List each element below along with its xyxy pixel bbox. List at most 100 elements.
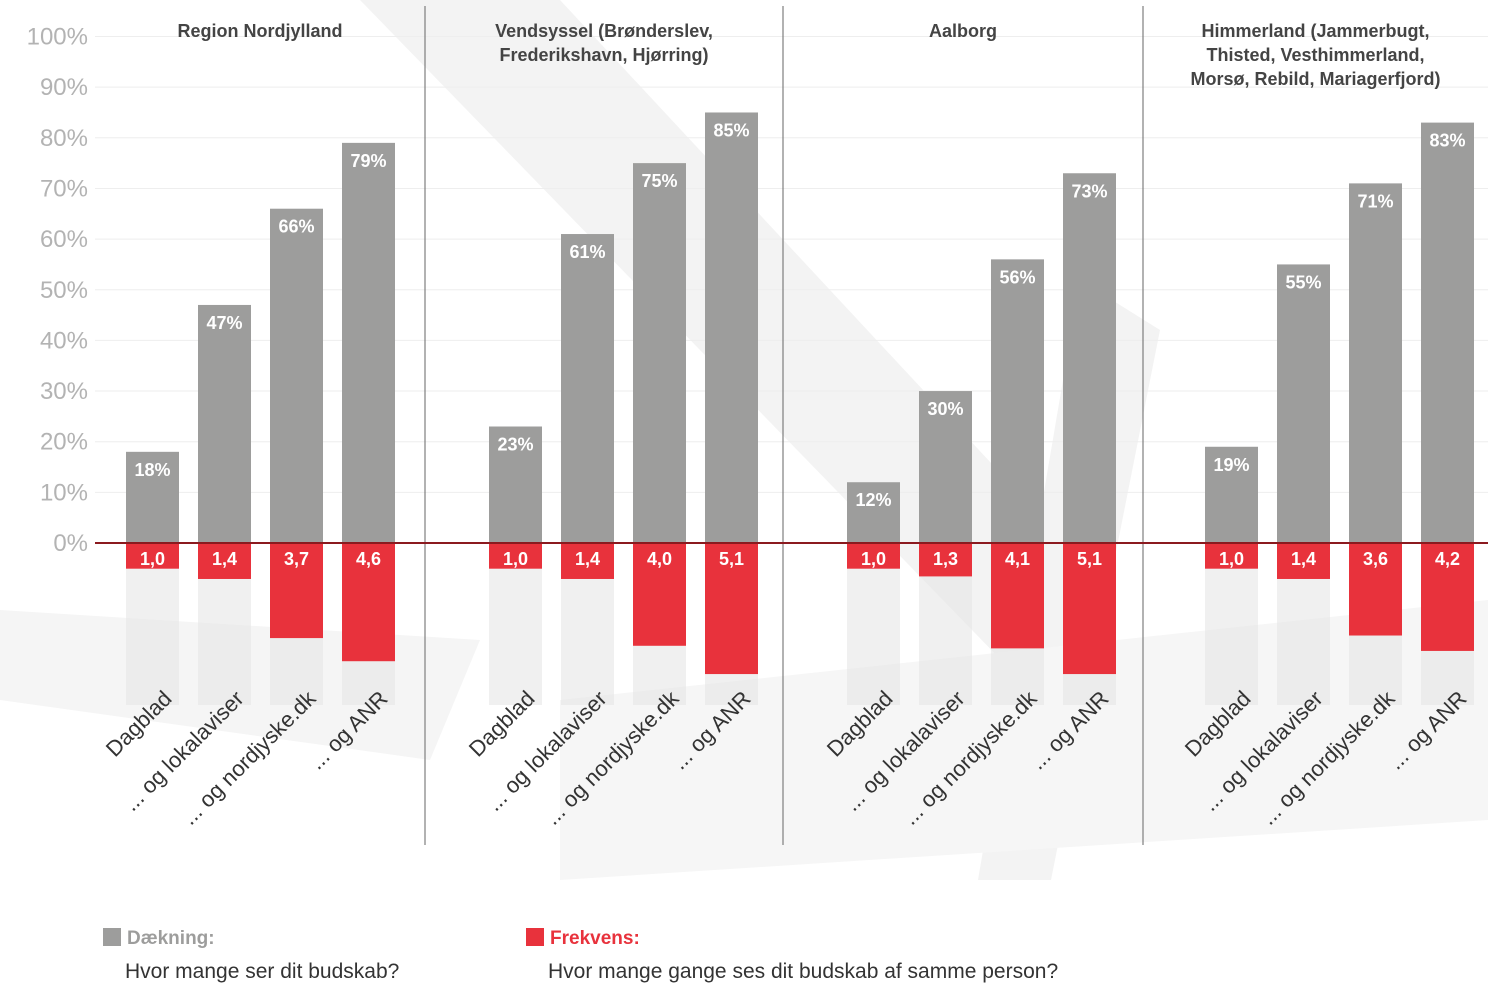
frequency-bar: [633, 543, 686, 646]
frequency-bar: [991, 543, 1044, 649]
frequency-shadow: [1063, 674, 1116, 705]
coverage-label: 30%: [927, 399, 963, 419]
frequency-shadow: [561, 578, 614, 705]
frequency-bar: [198, 543, 251, 579]
frequency-label: 3,7: [284, 549, 309, 569]
panel-title: Frederikshavn, Hjørring): [499, 45, 708, 65]
coverage-label: 85%: [713, 120, 749, 140]
panel-title: Region Nordjylland: [177, 21, 342, 41]
panel-title: Aalborg: [929, 21, 997, 41]
y-tick-label: 90%: [40, 74, 88, 101]
panels: Region Nordjylland18%1,0Dagblad47%1,4...…: [95, 6, 1488, 845]
frequency-bar: [561, 543, 614, 579]
frequency-label: 4,6: [356, 549, 381, 569]
coverage-label: 19%: [1213, 455, 1249, 475]
y-tick-label: 60%: [40, 226, 88, 253]
y-tick-label: 80%: [40, 125, 88, 152]
coverage-label: 12%: [855, 490, 891, 510]
legend-coverage-swatch: [103, 928, 121, 946]
frequency-label: 3,6: [1363, 549, 1388, 569]
coverage-label: 55%: [1285, 272, 1321, 292]
frequency-label: 1,4: [575, 549, 600, 569]
coverage-bar: [1063, 173, 1116, 543]
coverage-bar: [270, 208, 323, 543]
coverage-label: 18%: [134, 460, 170, 480]
frequency-label: 1,0: [140, 549, 165, 569]
frequency-bar: [342, 543, 395, 662]
frequency-label: 1,0: [861, 549, 886, 569]
panel-title: Morsø, Rebild, Mariagerfjord): [1190, 69, 1440, 89]
frequency-shadow: [1277, 578, 1330, 705]
frequency-bar: [1205, 543, 1258, 569]
coverage-bar: [198, 304, 251, 543]
frequency-label: 4,1: [1005, 549, 1030, 569]
legend-coverage-title: Dækning:: [127, 928, 215, 949]
frequency-shadow: [270, 638, 323, 705]
coverage-label: 47%: [206, 313, 242, 333]
coverage-bar: [1349, 183, 1402, 543]
coverage-bar: [561, 234, 614, 543]
frequency-bar: [1421, 543, 1474, 651]
coverage-bar: [489, 426, 542, 543]
frequency-bar: [1063, 543, 1116, 675]
coverage-label: 61%: [569, 242, 605, 262]
coverage-label: 75%: [641, 171, 677, 191]
frequency-shadow: [1349, 635, 1402, 705]
coverage-bar: [1205, 446, 1258, 543]
coverage-bar: [126, 451, 179, 543]
coverage-bar: [1421, 122, 1474, 543]
y-tick-label: 30%: [40, 378, 88, 405]
y-tick-label: 40%: [40, 327, 88, 354]
coverage-label: 56%: [999, 267, 1035, 287]
y-axis: 0% 10% 20% 30% 40% 50% 60% 70% 80% 90% 100%: [27, 24, 88, 558]
panel-title: Thisted, Vesthimmerland,: [1206, 45, 1424, 65]
coverage-bar: [991, 259, 1044, 543]
coverage-bar: [705, 112, 758, 543]
frequency-label: 1,0: [503, 549, 528, 569]
coverage-label: 83%: [1429, 131, 1465, 151]
coverage-bar: [342, 142, 395, 544]
coverage-label: 23%: [497, 435, 533, 455]
y-tick-label: 20%: [40, 429, 88, 456]
y-tick-label: 100%: [27, 24, 88, 51]
frequency-bar: [1349, 543, 1402, 636]
frequency-shadow: [1205, 568, 1258, 705]
frequency-shadow: [198, 578, 251, 705]
frequency-shadow: [705, 674, 758, 705]
legend-frequency-swatch: [526, 928, 544, 946]
frequency-shadow: [991, 648, 1044, 705]
frequency-shadow: [847, 568, 900, 705]
frequency-bar: [126, 543, 179, 569]
coverage-bar: [919, 391, 972, 543]
panel-title: Vendsyssel (Brønderslev,: [495, 21, 713, 41]
frequency-bar: [489, 543, 542, 569]
frequency-bar: [705, 543, 758, 675]
panel-2: Vendsyssel (Brønderslev, Frederikshavn, H…: [464, 21, 758, 830]
coverage-bar: [1277, 264, 1330, 543]
coverage-bar: [633, 163, 686, 543]
frequency-label: 5,1: [719, 549, 744, 569]
coverage-label: 73%: [1071, 181, 1107, 201]
frequency-label: 5,1: [1077, 549, 1102, 569]
panel-title: Himmerland (Jammerbugt,: [1201, 21, 1429, 41]
coverage-label: 79%: [350, 151, 386, 171]
frequency-shadow: [489, 568, 542, 705]
frequency-bar: [847, 543, 900, 569]
legend-coverage: Dækning: Hvor mange ser dit budskab?: [103, 928, 399, 984]
coverage-label: 66%: [278, 217, 314, 237]
frequency-bar: [270, 543, 323, 639]
frequency-label: 1,3: [933, 549, 958, 569]
legend-frequency-description: Hvor mange gange ses dit budskab af samm…: [548, 960, 1059, 983]
frequency-label: 1,0: [1219, 549, 1244, 569]
frequency-bar: [1277, 543, 1330, 579]
y-tick-label: 50%: [40, 277, 88, 304]
frequency-shadow: [126, 568, 179, 705]
frequency-shadow: [1421, 650, 1474, 705]
y-tick-label: 10%: [40, 479, 88, 506]
frequency-label: 1,4: [1291, 549, 1316, 569]
frequency-shadow: [919, 576, 972, 705]
chart: 0% 10% 20% 30% 40% 50% 60% 70% 80% 90% 100% Region…: [26, 0, 1488, 880]
frequency-label: 4,2: [1435, 549, 1460, 569]
frequency-shadow: [342, 661, 395, 705]
